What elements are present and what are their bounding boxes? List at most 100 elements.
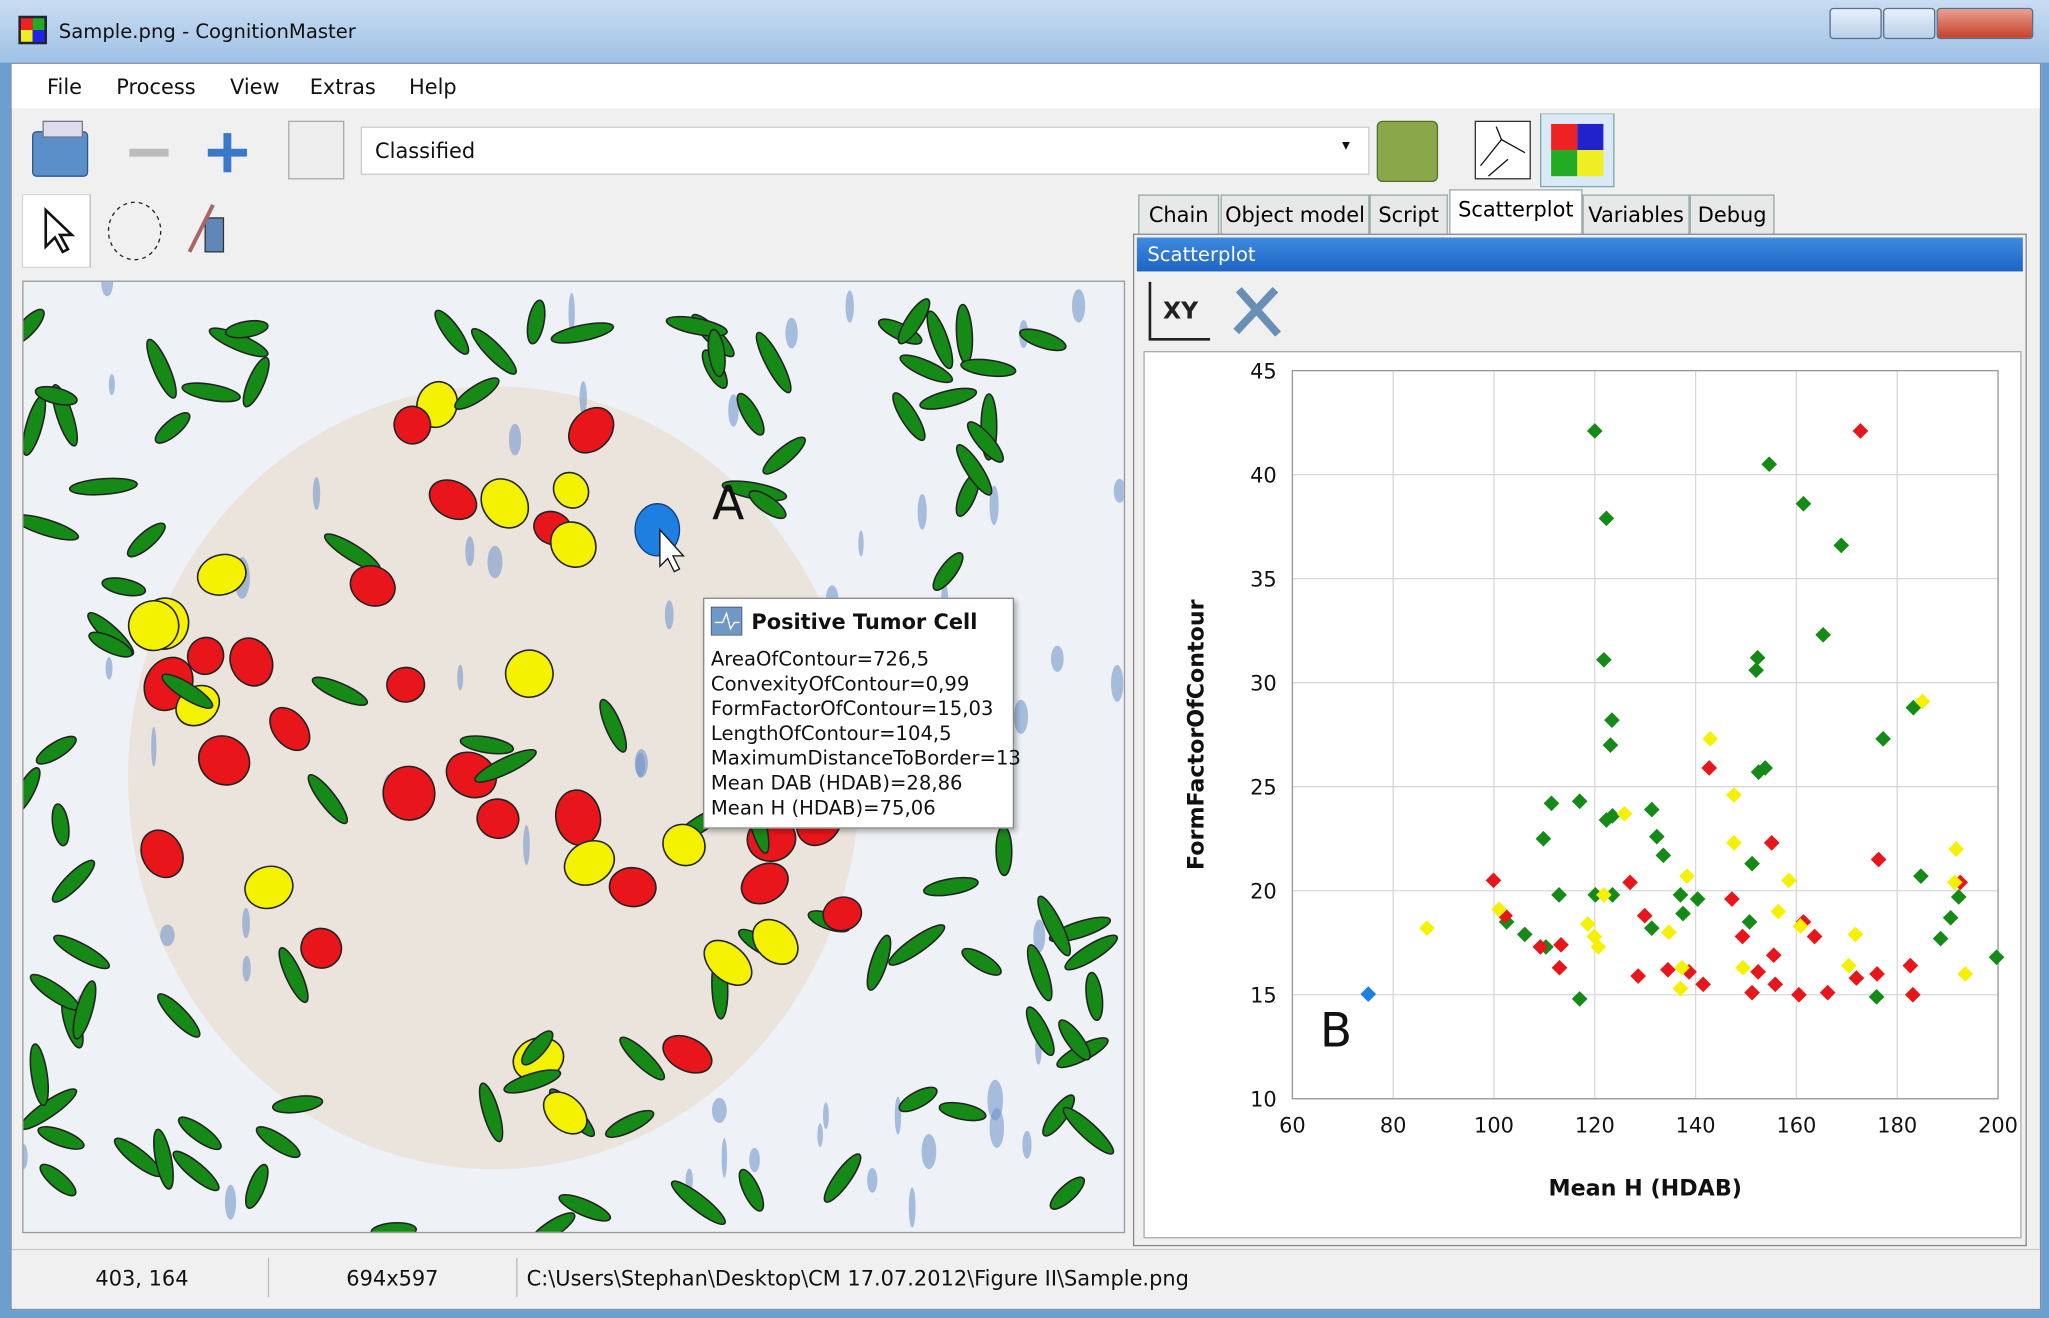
cell xyxy=(476,798,520,840)
data-point xyxy=(1749,649,1766,666)
menu-item[interactable]: Help xyxy=(409,74,457,100)
cell xyxy=(244,865,294,910)
cell xyxy=(899,354,954,384)
cell xyxy=(521,1030,554,1066)
x-tick-label: 160 xyxy=(1776,1114,1816,1138)
data-point xyxy=(1630,968,1646,984)
cell xyxy=(740,862,789,905)
nucleus xyxy=(151,726,157,767)
x-tick-label: 120 xyxy=(1575,1114,1615,1138)
tab[interactable]: Script xyxy=(1369,194,1448,234)
menu-item[interactable]: File xyxy=(47,74,83,100)
data-point xyxy=(1587,887,1604,903)
nucleus xyxy=(568,292,575,333)
nucleus xyxy=(634,749,648,778)
data-point xyxy=(1586,423,1603,439)
cell xyxy=(459,735,515,755)
data-point xyxy=(1571,991,1588,1007)
data-point xyxy=(1661,924,1677,941)
cell xyxy=(563,839,616,886)
cell xyxy=(738,1168,765,1212)
cell xyxy=(1058,1019,1091,1061)
zoom-out-icon[interactable] xyxy=(129,148,169,157)
maximize-button[interactable] xyxy=(1883,7,1936,40)
x-tick-label: 100 xyxy=(1474,1114,1514,1138)
cell xyxy=(255,1126,301,1159)
cell xyxy=(177,1116,222,1151)
tab[interactable]: Debug xyxy=(1689,194,1775,234)
scatterplot: 60 80 100 120 140 160 180 200 10 15 20 25 30 35 40 45 Me… xyxy=(1143,351,2022,1239)
data-point xyxy=(1360,986,1377,1002)
tab[interactable]: Variables xyxy=(1582,194,1690,234)
cell xyxy=(153,1128,174,1190)
menu-item[interactable]: Process xyxy=(116,74,196,100)
nucleus xyxy=(1051,645,1064,672)
cell xyxy=(29,1043,50,1107)
lasso-tool[interactable] xyxy=(107,201,162,261)
data-point xyxy=(1551,887,1567,903)
tab[interactable]: Object model xyxy=(1220,194,1370,234)
nucleus xyxy=(823,1102,829,1130)
menu-item[interactable]: Extras xyxy=(309,74,376,100)
open-icon[interactable] xyxy=(32,131,89,177)
annotation: B xyxy=(1320,1004,1352,1059)
data-point xyxy=(1701,760,1718,776)
nucleus xyxy=(1113,478,1124,503)
data-point xyxy=(1770,903,1787,920)
settings-icon[interactable] xyxy=(1233,287,1281,337)
cell xyxy=(382,765,436,821)
window-title: Sample.png - CognitionMaster xyxy=(58,19,356,44)
data-point xyxy=(1957,966,1974,982)
cell xyxy=(157,993,201,1038)
minimize-button[interactable] xyxy=(1829,7,1882,40)
tab[interactable]: Chain xyxy=(1138,194,1220,234)
brush-handle xyxy=(187,204,215,253)
nucleus xyxy=(728,394,739,427)
x-tick-label: 200 xyxy=(1978,1114,2018,1138)
data-point xyxy=(1604,807,1621,824)
cell xyxy=(703,939,753,986)
data-point xyxy=(1485,872,1502,889)
cell xyxy=(474,748,537,783)
cell xyxy=(101,577,147,597)
close-button[interactable] xyxy=(1936,7,2034,40)
marker-label: A xyxy=(712,477,745,532)
xy-button-label: XY xyxy=(1163,296,1199,324)
nucleus xyxy=(101,281,114,297)
nucleus xyxy=(711,1097,727,1123)
panel-toolbar: XY xyxy=(1148,281,1281,341)
cell xyxy=(888,924,946,966)
data-point xyxy=(1744,984,1760,1001)
fit-icon[interactable] xyxy=(288,120,345,180)
pointer-icon xyxy=(44,207,76,254)
nucleus xyxy=(785,317,798,349)
nucleus xyxy=(487,545,503,579)
cell xyxy=(434,309,470,355)
data-point xyxy=(1932,930,1949,947)
data-point xyxy=(1869,966,1885,982)
trash-icon[interactable] xyxy=(1376,120,1439,183)
client-area: File Process View Extras Help Classified ▾ xyxy=(10,62,2042,1311)
nucleus xyxy=(312,477,321,510)
contour-icon[interactable] xyxy=(1474,120,1531,180)
tab[interactable]: Scatterplot xyxy=(1449,189,1583,235)
nucleus xyxy=(1111,664,1124,702)
view-mode-dropdown[interactable]: Classified ▾ xyxy=(360,126,1370,175)
cell xyxy=(599,698,628,753)
cell xyxy=(558,1193,612,1222)
data-point xyxy=(1791,986,1807,1003)
cell xyxy=(349,564,396,607)
tooltip-line: ConvexityOfContour=0,99 xyxy=(710,672,970,696)
cell xyxy=(140,829,184,879)
menu-item[interactable]: View xyxy=(229,74,280,100)
cell xyxy=(736,392,765,436)
data-point xyxy=(1815,626,1831,643)
brush-tool[interactable] xyxy=(204,217,225,253)
cell xyxy=(608,866,657,908)
cell xyxy=(955,444,993,496)
xy-axis-icon[interactable] xyxy=(1148,281,1211,341)
nucleus xyxy=(1033,919,1046,953)
menu-bar: File Process View Extras Help xyxy=(11,63,2040,109)
y-tick-label: 40 xyxy=(1250,463,1277,487)
cell xyxy=(1026,944,1053,1002)
